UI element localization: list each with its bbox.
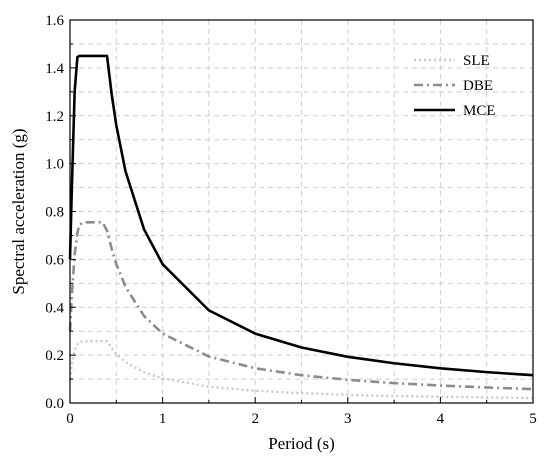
x-tick-label: 1 [159, 411, 167, 427]
x-tick-label: 2 [251, 411, 259, 427]
legend-label-dbe: DBE [463, 78, 493, 94]
y-tick-label: 0.4 [45, 300, 64, 316]
grid [70, 20, 533, 403]
series-line-mce [68, 54, 534, 377]
y-tick-label: 1.0 [45, 157, 64, 173]
legend-label-sle: SLE [463, 53, 490, 69]
y-axis-title: Spectral acceleration (g) [9, 128, 28, 294]
y-tick-label: 0.2 [45, 348, 64, 364]
x-axis-title: Period (s) [268, 434, 335, 453]
y-tick-label: 1.6 [45, 13, 64, 29]
y-tick-label: 0.8 [45, 205, 64, 221]
legend: SLE DBE MCE [414, 53, 496, 119]
series-layer [68, 54, 534, 400]
y-tick-label: 0.6 [45, 252, 64, 268]
series-line-dbe [68, 220, 534, 391]
legend-label-mce: MCE [463, 103, 496, 119]
x-tick-label: 5 [529, 411, 537, 427]
x-tick-label: 3 [344, 411, 352, 427]
x-tick-label: 4 [437, 411, 445, 427]
y-tick-label: 1.4 [45, 61, 64, 77]
ticks: 0 1 2 3 4 5 0.0 0.2 0.4 0.6 0.8 1.0 1.2 1.4 1.6 [45, 13, 537, 427]
y-tick-label: 0.0 [45, 396, 64, 412]
y-tick-label: 1.2 [45, 109, 64, 125]
x-tick-label: 0 [66, 411, 74, 427]
